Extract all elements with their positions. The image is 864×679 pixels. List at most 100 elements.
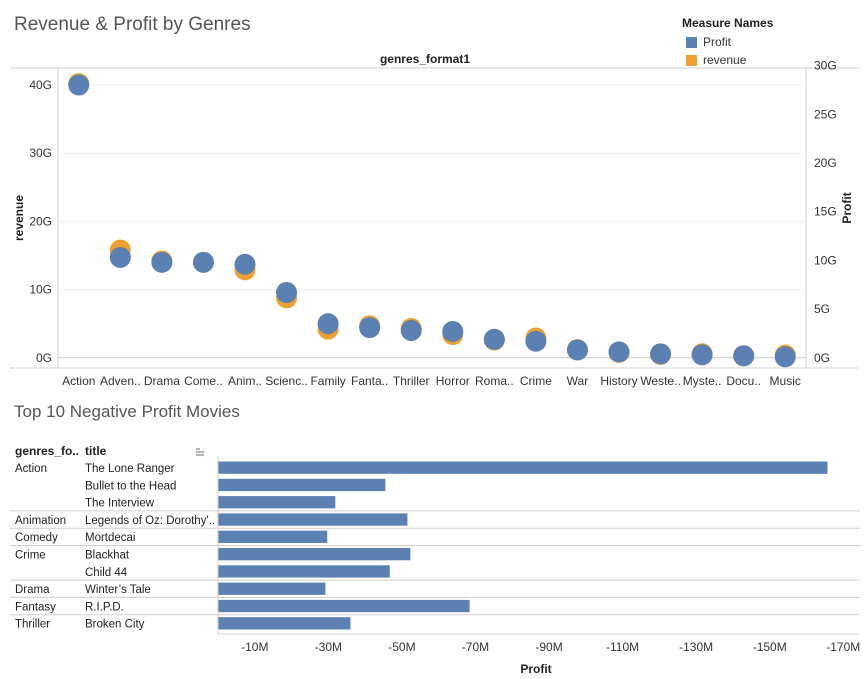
right-tick-label: 15G (814, 205, 837, 219)
movie-title-label: The Lone Ranger (85, 463, 175, 475)
left-tick-label: 0G (36, 351, 52, 365)
profit-point (317, 313, 339, 335)
legend-label-revenue: revenue (703, 53, 747, 67)
bar-tick-label: -10M (241, 640, 268, 654)
left-tick-label: 40G (29, 78, 52, 92)
left-tick-label: 10G (29, 283, 52, 297)
profit-bar (218, 513, 408, 526)
bar-tick-label: -90M (535, 640, 562, 654)
movie-title-label: Child 44 (85, 567, 128, 579)
category-label: Drama (144, 374, 180, 388)
top-chart-column-header: genres_format1 (379, 52, 471, 66)
profit-bar (218, 599, 470, 613)
profit-point (276, 282, 298, 304)
left-tick-label: 20G (29, 214, 52, 228)
genre-label: Crime (15, 550, 46, 562)
profit-point (483, 328, 505, 350)
legend-item-revenue[interactable]: revenue (686, 53, 773, 67)
profit-point (608, 341, 630, 363)
legend-swatch-profit (686, 36, 697, 48)
profit-point (650, 343, 672, 365)
bar-tick-label: -30M (315, 640, 342, 654)
bar-tick-label: -70M (462, 640, 489, 654)
revenue-profit-chart: 0G 10G 20G 30G 40G 0G 5G 10G 15G 20G 25G 30G revenue… (10, 59, 860, 388)
profit-point (691, 344, 713, 366)
profit-point (359, 317, 381, 339)
profit-point (68, 74, 90, 96)
right-tick-label: 10G (814, 253, 837, 267)
category-label: Scienc.. (265, 374, 308, 388)
genre-label: Comedy (15, 532, 58, 544)
profit-bar (218, 617, 351, 630)
category-label: Music (770, 374, 801, 388)
legend: Measure Names Profit revenue (682, 16, 773, 67)
bottom-chart-title: Top 10 Negative Profit Movies (14, 402, 240, 421)
movie-title-label: Bullet to the Head (85, 480, 176, 492)
category-label: Action (62, 374, 95, 388)
profit-point (192, 251, 214, 273)
bar-x-axis-title: Profit (520, 662, 551, 676)
left-tick-label: 30G (29, 146, 52, 160)
legend-swatch-revenue (686, 54, 697, 66)
top-chart-title: Revenue & Profit by Genres (14, 14, 251, 35)
profit-point (525, 330, 547, 352)
category-label: Horror (436, 374, 470, 388)
movie-title-label: Mortdecai (85, 532, 136, 544)
movie-title-label: Winter’s Tale (85, 584, 151, 596)
category-label: Fanta.. (351, 374, 388, 388)
category-label: History (600, 374, 637, 388)
profit-point (400, 320, 422, 341)
right-tick-label: 25G (814, 107, 837, 121)
right-tick-label: 0G (814, 351, 830, 365)
category-label: Roma.. (475, 374, 514, 388)
movie-title-label: Broken City (85, 619, 145, 631)
profit-bar (218, 478, 386, 492)
category-label: Come.. (184, 374, 223, 388)
right-axis-label: Profit (840, 192, 854, 223)
category-label: Crime (520, 374, 552, 388)
movie-title-label: R.I.P.D. (85, 601, 124, 613)
category-label: Thriller (393, 374, 430, 388)
genre-label: Fantasy (15, 601, 56, 613)
movie-title-label: The Interview (85, 498, 155, 510)
profit-bar (218, 496, 336, 509)
profit-point (234, 253, 256, 275)
genre-column-header[interactable]: genres_fo.. (15, 444, 80, 458)
genre-label: Thriller (15, 619, 50, 631)
category-label: Adven.. (100, 374, 141, 388)
profit-bar (218, 530, 328, 543)
legend-item-profit[interactable]: Profit (686, 35, 773, 49)
profit-point (566, 339, 588, 361)
negative-profit-chart: Action The Lone Ranger Bullet to the Head T… (10, 456, 860, 676)
category-label: Docu.. (726, 374, 761, 388)
bar-tick-label: -150M (753, 640, 787, 654)
category-label: Myste.. (683, 374, 722, 388)
bar-tick-label: -130M (679, 640, 713, 654)
profit-point (733, 345, 755, 367)
bar-tick-label: -170M (826, 640, 860, 654)
bar-tick-label: -110M (606, 640, 639, 654)
movie-title-label: Legends of Oz: Dorothy'.. (85, 515, 215, 527)
title-column-header[interactable]: title (85, 444, 107, 458)
profit-bar (218, 548, 411, 561)
category-label: War (567, 374, 589, 388)
right-tick-label: 20G (814, 156, 837, 170)
category-label: Weste.. (640, 374, 680, 388)
profit-point (442, 320, 464, 342)
legend-label-profit: Profit (703, 35, 732, 49)
category-label: Family (310, 374, 345, 388)
bar-tick-label: -50M (388, 640, 415, 654)
genre-label: Drama (15, 584, 50, 596)
right-tick-label: 30G (814, 59, 837, 73)
category-label: Anim.. (228, 374, 262, 388)
genre-label: Animation (15, 515, 66, 527)
profit-bar (218, 582, 326, 595)
profit-bar (218, 565, 390, 578)
profit-point (109, 246, 131, 268)
legend-title: Measure Names (682, 16, 774, 30)
genre-label: Action (15, 463, 47, 475)
movie-title-label: Blackhat (85, 550, 130, 562)
sort-descending-icon[interactable] (195, 443, 205, 456)
profit-point (774, 346, 796, 368)
profit-bar (218, 461, 828, 474)
